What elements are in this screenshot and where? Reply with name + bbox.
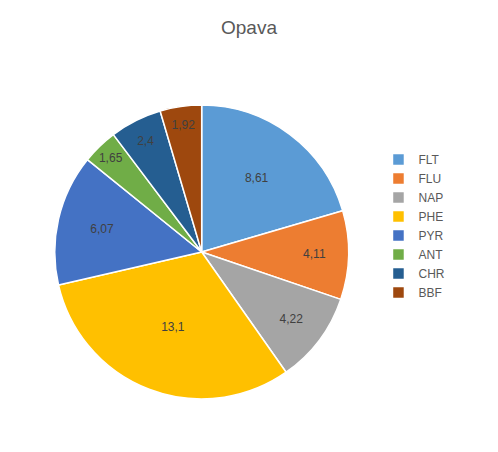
- svg-text:PHE: PHE: [418, 210, 443, 224]
- svg-text:1,65: 1,65: [99, 151, 123, 165]
- svg-text:CHR: CHR: [418, 267, 444, 281]
- svg-text:ANT: ANT: [418, 248, 443, 262]
- svg-text:Opava: Opava: [221, 17, 277, 38]
- svg-text:8,61: 8,61: [245, 171, 269, 185]
- svg-text:6,07: 6,07: [90, 222, 114, 236]
- svg-text:2,4: 2,4: [137, 134, 154, 148]
- svg-text:4,11: 4,11: [303, 247, 326, 261]
- svg-text:BBF: BBF: [418, 286, 441, 300]
- svg-text:13,1: 13,1: [161, 320, 185, 334]
- svg-text:FLU: FLU: [418, 172, 441, 186]
- svg-text:PYR: PYR: [418, 229, 443, 243]
- svg-text:4,22: 4,22: [280, 312, 304, 326]
- svg-text:FLT: FLT: [418, 153, 439, 167]
- svg-text:1,92: 1,92: [171, 118, 195, 132]
- svg-text:NAP: NAP: [418, 191, 443, 205]
